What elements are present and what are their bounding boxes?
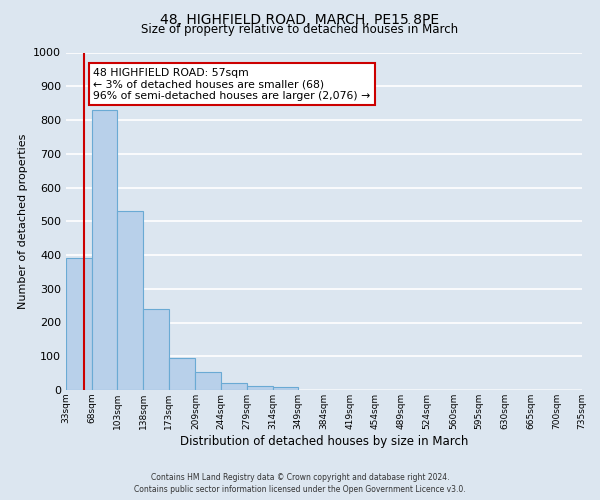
Text: 48 HIGHFIELD ROAD: 57sqm
← 3% of detached houses are smaller (68)
96% of semi-de: 48 HIGHFIELD ROAD: 57sqm ← 3% of detache… — [93, 68, 370, 101]
Bar — [66, 258, 92, 390]
Bar — [272, 388, 298, 390]
Bar — [247, 386, 272, 390]
Text: Contains HM Land Registry data © Crown copyright and database right 2024.
Contai: Contains HM Land Registry data © Crown c… — [134, 473, 466, 494]
Text: Size of property relative to detached houses in March: Size of property relative to detached ho… — [142, 22, 458, 36]
Bar — [196, 372, 221, 390]
X-axis label: Distribution of detached houses by size in March: Distribution of detached houses by size … — [180, 434, 468, 448]
Bar — [143, 309, 169, 390]
Bar — [118, 211, 143, 390]
Bar — [221, 383, 247, 390]
Bar — [169, 358, 194, 390]
Text: 48, HIGHFIELD ROAD, MARCH, PE15 8PE: 48, HIGHFIELD ROAD, MARCH, PE15 8PE — [160, 12, 440, 26]
Bar — [92, 110, 118, 390]
Y-axis label: Number of detached properties: Number of detached properties — [17, 134, 28, 309]
